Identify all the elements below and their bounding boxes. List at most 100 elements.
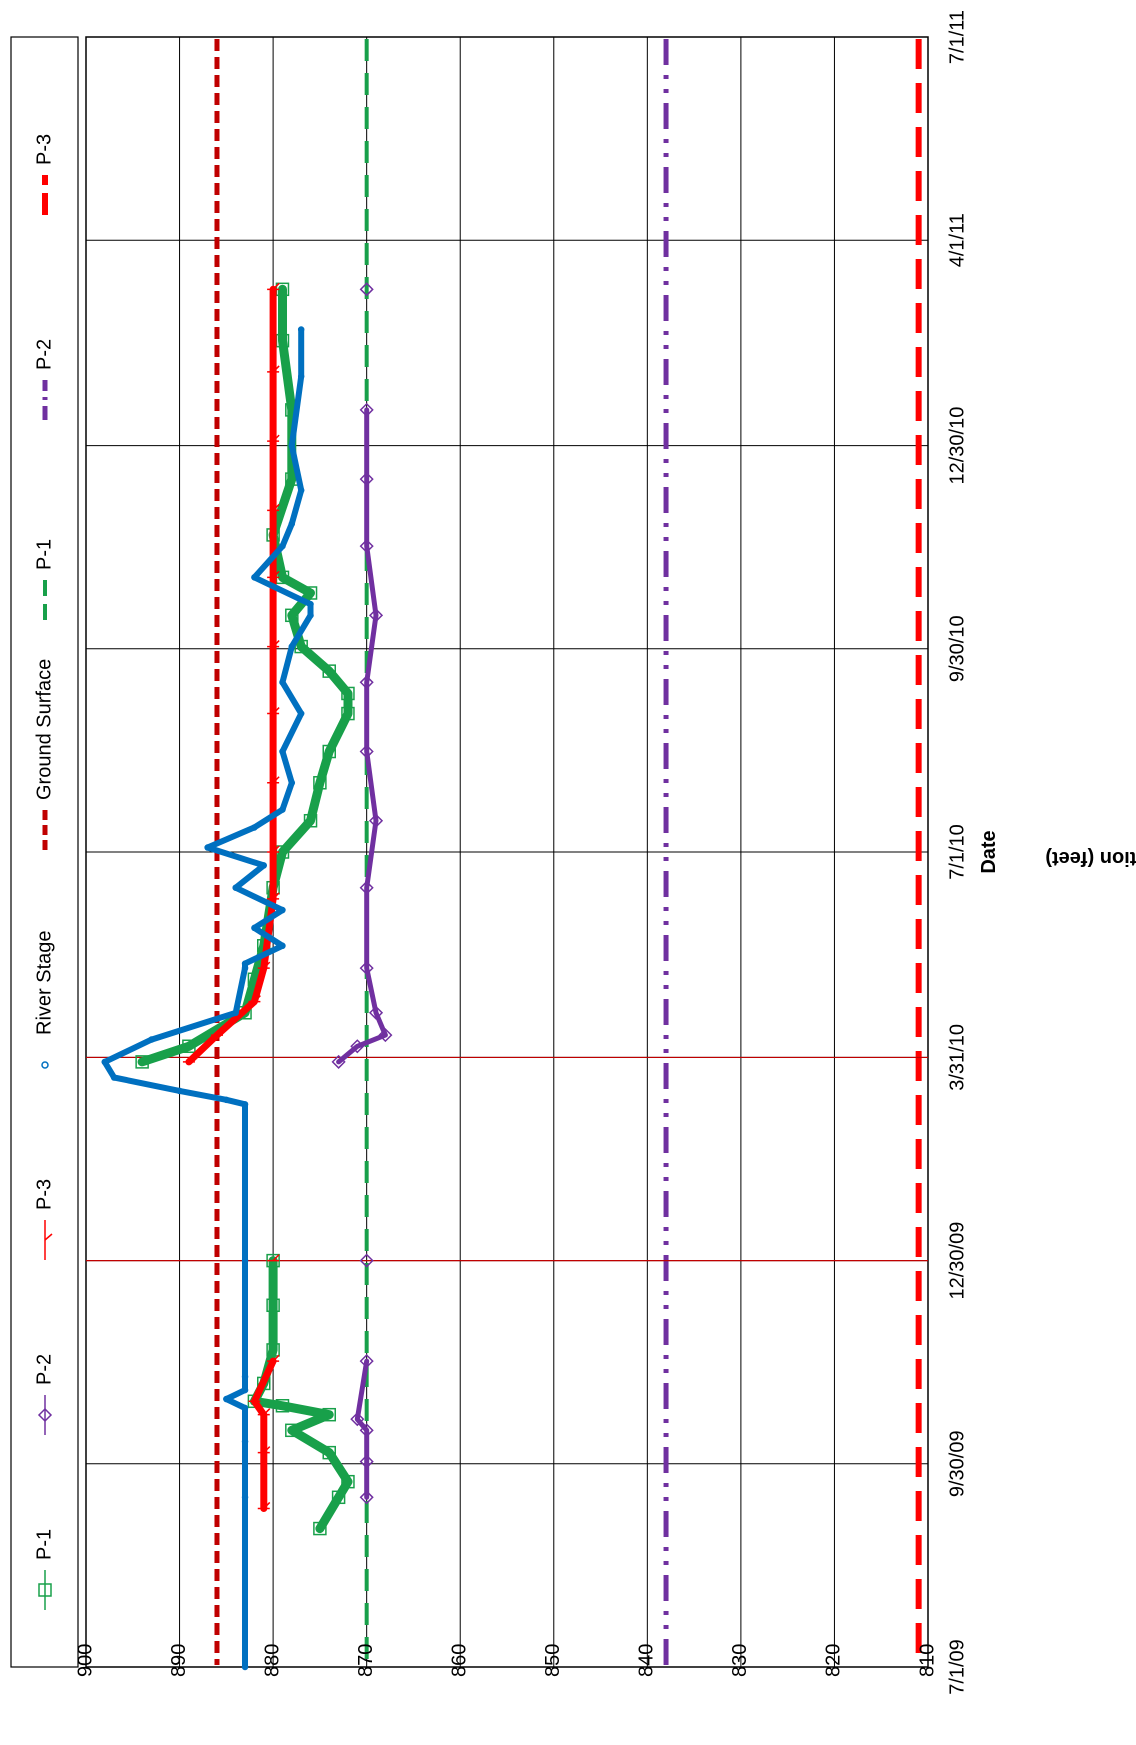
legend-swatch-marker [41, 1061, 49, 1069]
series-river-stage-point [241, 1494, 249, 1501]
series-river-stage-point [241, 1257, 249, 1264]
y-axis-label: Elevation (feet) [1045, 847, 1136, 869]
series-river-stage-line [101, 326, 314, 1670]
legend-swatch-marker [44, 1233, 53, 1241]
series-river-stage-point [251, 824, 258, 831]
series-river-stage-point [288, 643, 296, 650]
series-p-3-line [185, 285, 277, 1066]
series-river-stage-point [297, 710, 305, 717]
series-p-1-point [341, 1474, 355, 1489]
series-river-stage-point [251, 574, 258, 581]
y-tick-label: 870 [355, 1644, 377, 1677]
series-river-stage-point [251, 924, 258, 932]
series-p-2-point [331, 1054, 346, 1069]
series-river-stage-point [279, 906, 286, 914]
series-p-3-point [257, 1501, 271, 1510]
series-p-1-line [137, 284, 353, 1067]
series-p-1-point [303, 813, 318, 828]
series-p-2-line [354, 1358, 370, 1500]
series-river-stage-point [232, 1009, 239, 1017]
series-p-2-point [359, 402, 374, 417]
series-p-1-point [182, 1039, 196, 1054]
series-p-1-line [249, 1256, 353, 1534]
series-river-stage-point [307, 600, 314, 608]
series-p-3-point [182, 1055, 196, 1063]
y-tick-label: 880 [261, 1644, 283, 1677]
series-river-stage-point [241, 1663, 249, 1671]
series-river-stage-point [297, 487, 305, 494]
legend-label: P-2 [33, 1354, 55, 1385]
series-p-1-point [266, 1298, 280, 1313]
legend-swatch-marker [37, 1407, 53, 1423]
series-p-2-point [359, 961, 374, 976]
series-river-stage-point [288, 520, 296, 528]
series-p-1-point [275, 1399, 290, 1413]
x-tick-label: 12/30/10 [946, 407, 968, 485]
series-p-2-point [359, 1454, 374, 1469]
series-p-2-point [359, 472, 374, 487]
series-p-3-point [267, 707, 280, 715]
series-p-2-line [336, 407, 388, 1065]
x-axis-label: Date [978, 830, 1000, 873]
series-river-stage-point [279, 542, 286, 550]
legend-label: River Stage [33, 931, 55, 1036]
series-p-2-point [368, 1005, 384, 1020]
legend-label: P-3 [33, 134, 55, 165]
y-axis-ticks: 810 820 830 840 850 860 870 880 890 900 [74, 1644, 938, 1677]
series-river-stage-point [110, 1074, 118, 1081]
y-tick-label: 840 [636, 1644, 658, 1677]
series-p-2-point [378, 1028, 393, 1043]
series-p-2-point [359, 675, 374, 690]
series-p-3-point [267, 434, 280, 442]
y-tick-label: 900 [74, 1644, 96, 1677]
series-river-stage-point [223, 1096, 230, 1104]
x-tick-label: 3/31/10 [946, 1024, 968, 1091]
legend-item: River Stage [33, 931, 55, 1069]
y-tick-label: 810 [916, 1644, 938, 1677]
series-p-2-point [368, 608, 384, 623]
series-p-3-point [267, 570, 280, 579]
legend-item: Ground Surface [33, 659, 55, 850]
series-p-2-point [359, 880, 374, 895]
legend-item: P-2 [33, 1354, 55, 1435]
series-p-1-point [313, 1521, 327, 1536]
x-tick-label: 7/1/11 [946, 10, 968, 64]
series-river-stage-point [148, 1036, 155, 1043]
series-p-3-point [257, 1408, 271, 1416]
series-p-1-point [322, 664, 336, 678]
x-tick-label: 9/30/10 [946, 615, 968, 682]
series-p-2-point [359, 1354, 374, 1369]
series-p-1-point [322, 1407, 336, 1422]
series-river-stage-point [297, 373, 305, 380]
series-p-2-point [359, 539, 374, 554]
series-p-3-point [267, 503, 280, 512]
x-tick-label: 7/1/10 [946, 824, 968, 880]
series-river-stage-point [241, 960, 249, 967]
y-tick-label: 820 [823, 1644, 845, 1677]
y-tick-label: 860 [449, 1644, 471, 1677]
x-axis-ticks: 7/1/09 9/30/09 12/30/09 3/31/10 7/1/10 9/30/1… [946, 10, 968, 1695]
legend-item: P-2 [33, 339, 55, 420]
series-p-2-point [368, 813, 384, 828]
legend-label: P-2 [33, 339, 55, 370]
legend-label: P-1 [33, 539, 55, 570]
series-p-1-point [285, 1423, 299, 1438]
series-river-stage-point [288, 779, 296, 787]
y-tick-label: 850 [542, 1644, 564, 1677]
series-p-2-point [359, 282, 374, 297]
series-p-1-point [303, 586, 318, 600]
series-p-1-point [266, 1343, 280, 1357]
series-p-1-point [331, 1490, 346, 1505]
series-river-stage-point [241, 1386, 249, 1394]
series-p-3-point [257, 961, 271, 969]
series-p-2-point [350, 1412, 365, 1427]
legend-label: P-3 [33, 1179, 55, 1210]
series-river-stage-point [297, 326, 305, 333]
series-p-3-point [267, 640, 280, 648]
series-river-stage-point [279, 806, 286, 813]
series-river-stage-point [176, 1087, 183, 1095]
series-p-3-point [267, 845, 280, 853]
series-p-3-point [267, 1254, 280, 1262]
series-p-1-point [322, 1445, 336, 1460]
y-tick-label: 890 [168, 1644, 190, 1677]
